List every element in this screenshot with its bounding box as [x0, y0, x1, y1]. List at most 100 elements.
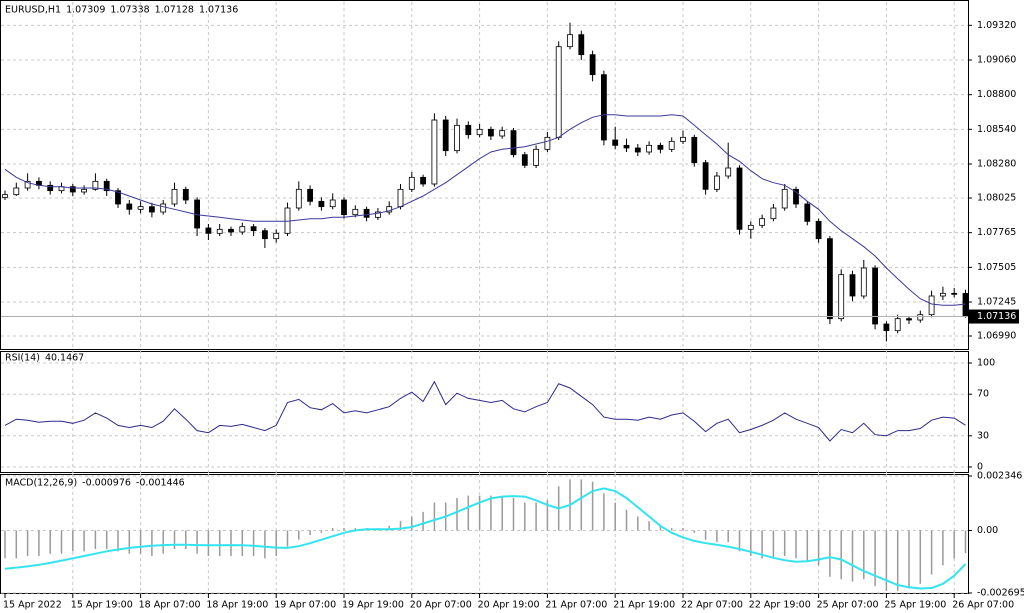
moving-average — [4, 114, 966, 306]
macd-bar — [964, 530, 967, 554]
macd-bar — [546, 500, 549, 531]
macd-bar — [863, 530, 865, 580]
indicator-label: 40.1467 — [45, 353, 84, 364]
macd-bar — [128, 530, 131, 554]
indicator-label: RSI(14) — [5, 353, 40, 364]
y-tick-label: 30 — [977, 430, 989, 441]
x-tick-label: 20 Apr 19:00 — [478, 600, 540, 611]
x-tick-label: 20 Apr 07:00 — [410, 600, 472, 611]
y-tick-label: 1.08540 — [977, 124, 1016, 135]
indicator-label: -0.000976 — [82, 478, 131, 489]
y-tick-label: 1.07765 — [977, 227, 1016, 238]
macd-bar — [264, 530, 266, 559]
candle-body — [24, 180, 31, 189]
candle-body — [103, 180, 110, 192]
candle-body — [318, 200, 325, 208]
candle-body — [487, 128, 494, 137]
macd-bar — [603, 493, 605, 531]
macd-bar — [173, 530, 176, 550]
candle-body — [341, 199, 347, 216]
macd-bar — [343, 528, 345, 531]
macd-bar — [580, 479, 583, 531]
macd-bar — [772, 530, 775, 559]
candle-body — [634, 147, 641, 153]
y-tick-label: 0 — [977, 461, 983, 472]
macd-bar — [637, 516, 639, 531]
macd-bar — [241, 530, 244, 556]
macd-bar — [885, 530, 888, 591]
candle-body — [793, 188, 799, 205]
macd-bar — [162, 530, 164, 554]
candle-body — [465, 124, 472, 136]
macd-bar — [456, 497, 458, 531]
candle-body — [815, 220, 822, 240]
macd-bar — [422, 511, 424, 531]
macd-bar — [185, 530, 187, 550]
macd-bar — [139, 530, 142, 554]
candle-body — [92, 180, 99, 190]
candle-body — [747, 224, 754, 230]
candle-body — [2, 194, 8, 198]
candle-body — [601, 74, 607, 141]
x-tick-label: 22 Apr 19:00 — [749, 600, 811, 611]
candle-body — [148, 206, 155, 213]
candle-body — [13, 187, 20, 196]
candle-body — [182, 188, 189, 201]
macd-bar — [26, 530, 29, 556]
x-tick-label: 18 Apr 07:00 — [139, 600, 201, 611]
candle-body — [906, 318, 912, 321]
macd-bar — [309, 530, 311, 536]
macd-bar — [942, 530, 944, 566]
indicator-label: -0.001446 — [136, 478, 185, 489]
y-tick-label: 0.00 — [977, 525, 998, 536]
macd-bar — [490, 495, 492, 531]
candle-body — [544, 136, 551, 150]
candle-body — [928, 295, 935, 316]
indicator-label: 1.07128 — [155, 5, 194, 16]
candle-body — [160, 203, 167, 213]
candle-body — [228, 228, 234, 233]
signal-line — [4, 487, 967, 590]
candle-body — [883, 323, 890, 332]
y-tick-label: 70 — [977, 389, 989, 400]
candle-body — [555, 46, 562, 138]
macd-bar — [331, 528, 334, 531]
macd-bar — [354, 528, 357, 531]
macd-bar — [15, 530, 18, 559]
y-tick-label: 1.09060 — [977, 55, 1016, 66]
macd-bar — [467, 495, 470, 531]
price-panel — [0, 0, 969, 350]
macd-bar — [72, 530, 74, 552]
candle-body — [691, 136, 698, 164]
macd-bar — [535, 502, 537, 531]
macd-bar — [670, 528, 673, 531]
macd-bar — [151, 530, 153, 556]
candle-body — [770, 207, 777, 220]
candle-body — [725, 167, 732, 177]
current-price-box — [969, 309, 1019, 324]
macd-bar — [83, 530, 85, 552]
macd-bar — [896, 530, 899, 591]
x-tick-label: 22 Apr 07:00 — [681, 600, 743, 611]
candle-body — [216, 228, 223, 234]
candle-body — [363, 208, 370, 218]
macd-bar — [433, 502, 436, 531]
candle-body — [521, 154, 528, 166]
x-tick-label: 21 Apr 19:00 — [613, 600, 675, 611]
macd-bar — [614, 502, 616, 531]
macd-bar — [659, 525, 662, 531]
macd-bar — [512, 497, 515, 531]
macd-bar — [919, 530, 922, 584]
x-tick-label: 25 Apr 19:00 — [884, 600, 946, 611]
candle-body — [533, 148, 539, 166]
candle-body — [307, 188, 314, 202]
candle-body — [623, 144, 630, 149]
macd-bar — [196, 530, 198, 554]
macd-bar — [105, 530, 108, 550]
candle-body — [250, 226, 257, 232]
macd-bar — [716, 530, 718, 543]
candle-body — [917, 314, 924, 321]
macd-bar — [783, 530, 786, 556]
macd-bar — [501, 495, 503, 531]
candle-body — [872, 267, 878, 325]
